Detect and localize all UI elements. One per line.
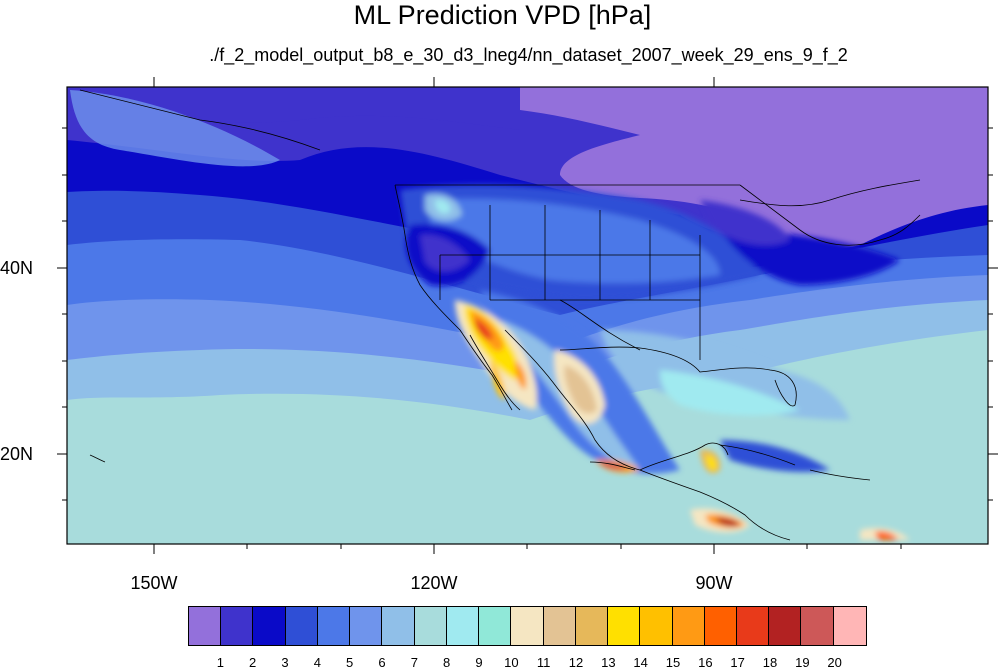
colorbar-label: 12 xyxy=(568,655,584,670)
colorbar-swatch xyxy=(317,607,351,645)
baja-14 xyxy=(490,360,505,400)
lat-label-40n: 40N xyxy=(0,258,34,278)
colorbar-label: 6 xyxy=(378,655,386,670)
colorbar-label: 4 xyxy=(313,655,321,670)
colorbar-label: 16 xyxy=(698,655,713,670)
colorbar-swatch xyxy=(575,607,609,645)
colorbar-swatch xyxy=(382,607,415,645)
pacific-1 xyxy=(70,90,280,167)
colorbar-swatch xyxy=(704,607,737,645)
colorbar-swatch xyxy=(479,607,512,645)
us-west-2 xyxy=(420,234,470,272)
colorbar-swatch xyxy=(285,607,318,645)
colorbar-label: 20 xyxy=(827,655,842,670)
colorbar-label: 1 xyxy=(216,655,224,670)
us-interior-5 xyxy=(430,198,720,284)
colorbar-swatch xyxy=(672,607,705,645)
colorbar-label: 15 xyxy=(665,655,681,670)
colorbar-label: 18 xyxy=(762,655,778,670)
colorbar-swatch xyxy=(221,607,254,645)
great-lakes-2 xyxy=(700,200,790,246)
map-subtitle: ./f_2_model_output_b8_e_30_d3_lneg4/nn_d… xyxy=(209,45,848,65)
colorbar-label: 11 xyxy=(536,655,551,670)
sw-18 xyxy=(474,318,493,340)
colorbar-swatch xyxy=(801,607,834,645)
colorbar-label: 19 xyxy=(795,655,810,670)
colorbar-label: 14 xyxy=(633,655,648,670)
gulf-9 xyxy=(660,370,800,416)
colorbar-swatch xyxy=(736,607,770,645)
caribbean-4 xyxy=(720,440,830,472)
lon-label-150w: 150W xyxy=(130,573,178,593)
colorbar-label: 9 xyxy=(475,655,483,670)
coastlines xyxy=(79,89,921,541)
lat-label-20n: 20N xyxy=(0,444,34,464)
colorbar-label: 10 xyxy=(504,655,519,670)
colorbar-swatch xyxy=(446,607,480,645)
colorbar-label: 2 xyxy=(249,655,257,670)
cam-18 xyxy=(715,517,740,527)
colorbar-swatch xyxy=(769,607,802,645)
colorbar-swatch xyxy=(511,607,544,645)
lon-label-90w: 90W xyxy=(695,573,733,593)
canada-1 xyxy=(520,87,988,249)
colorbar-swatch xyxy=(640,607,673,645)
plateau-12 xyxy=(564,365,597,414)
lon-label-120w: 120W xyxy=(410,573,458,593)
colorbar-swatch xyxy=(350,607,383,645)
mex-south-19 xyxy=(598,461,628,470)
colorbar-swatch xyxy=(833,607,866,645)
colorbar-swatch xyxy=(414,607,447,645)
colorbar-label: 8 xyxy=(443,655,451,670)
colorbar-swatch xyxy=(608,607,641,645)
colorbar-label: 5 xyxy=(346,655,354,670)
colorbar-label: 17 xyxy=(730,655,745,670)
colorbar-swatch xyxy=(189,607,222,645)
colorbar-label: 13 xyxy=(601,655,616,670)
axis-ticks xyxy=(57,77,998,554)
baja-15 xyxy=(514,360,527,390)
map-title: ML Prediction VPD [hPa] xyxy=(353,0,652,30)
colorbar-swatch xyxy=(253,607,286,645)
colorbar xyxy=(188,606,867,646)
colorbar-swatch xyxy=(543,607,576,645)
sa-16 xyxy=(875,531,898,540)
colorbar-label: 7 xyxy=(410,655,418,670)
colorbar-label: 3 xyxy=(281,655,289,670)
yucatan-14 xyxy=(706,455,717,471)
pnw-9 xyxy=(435,199,451,214)
